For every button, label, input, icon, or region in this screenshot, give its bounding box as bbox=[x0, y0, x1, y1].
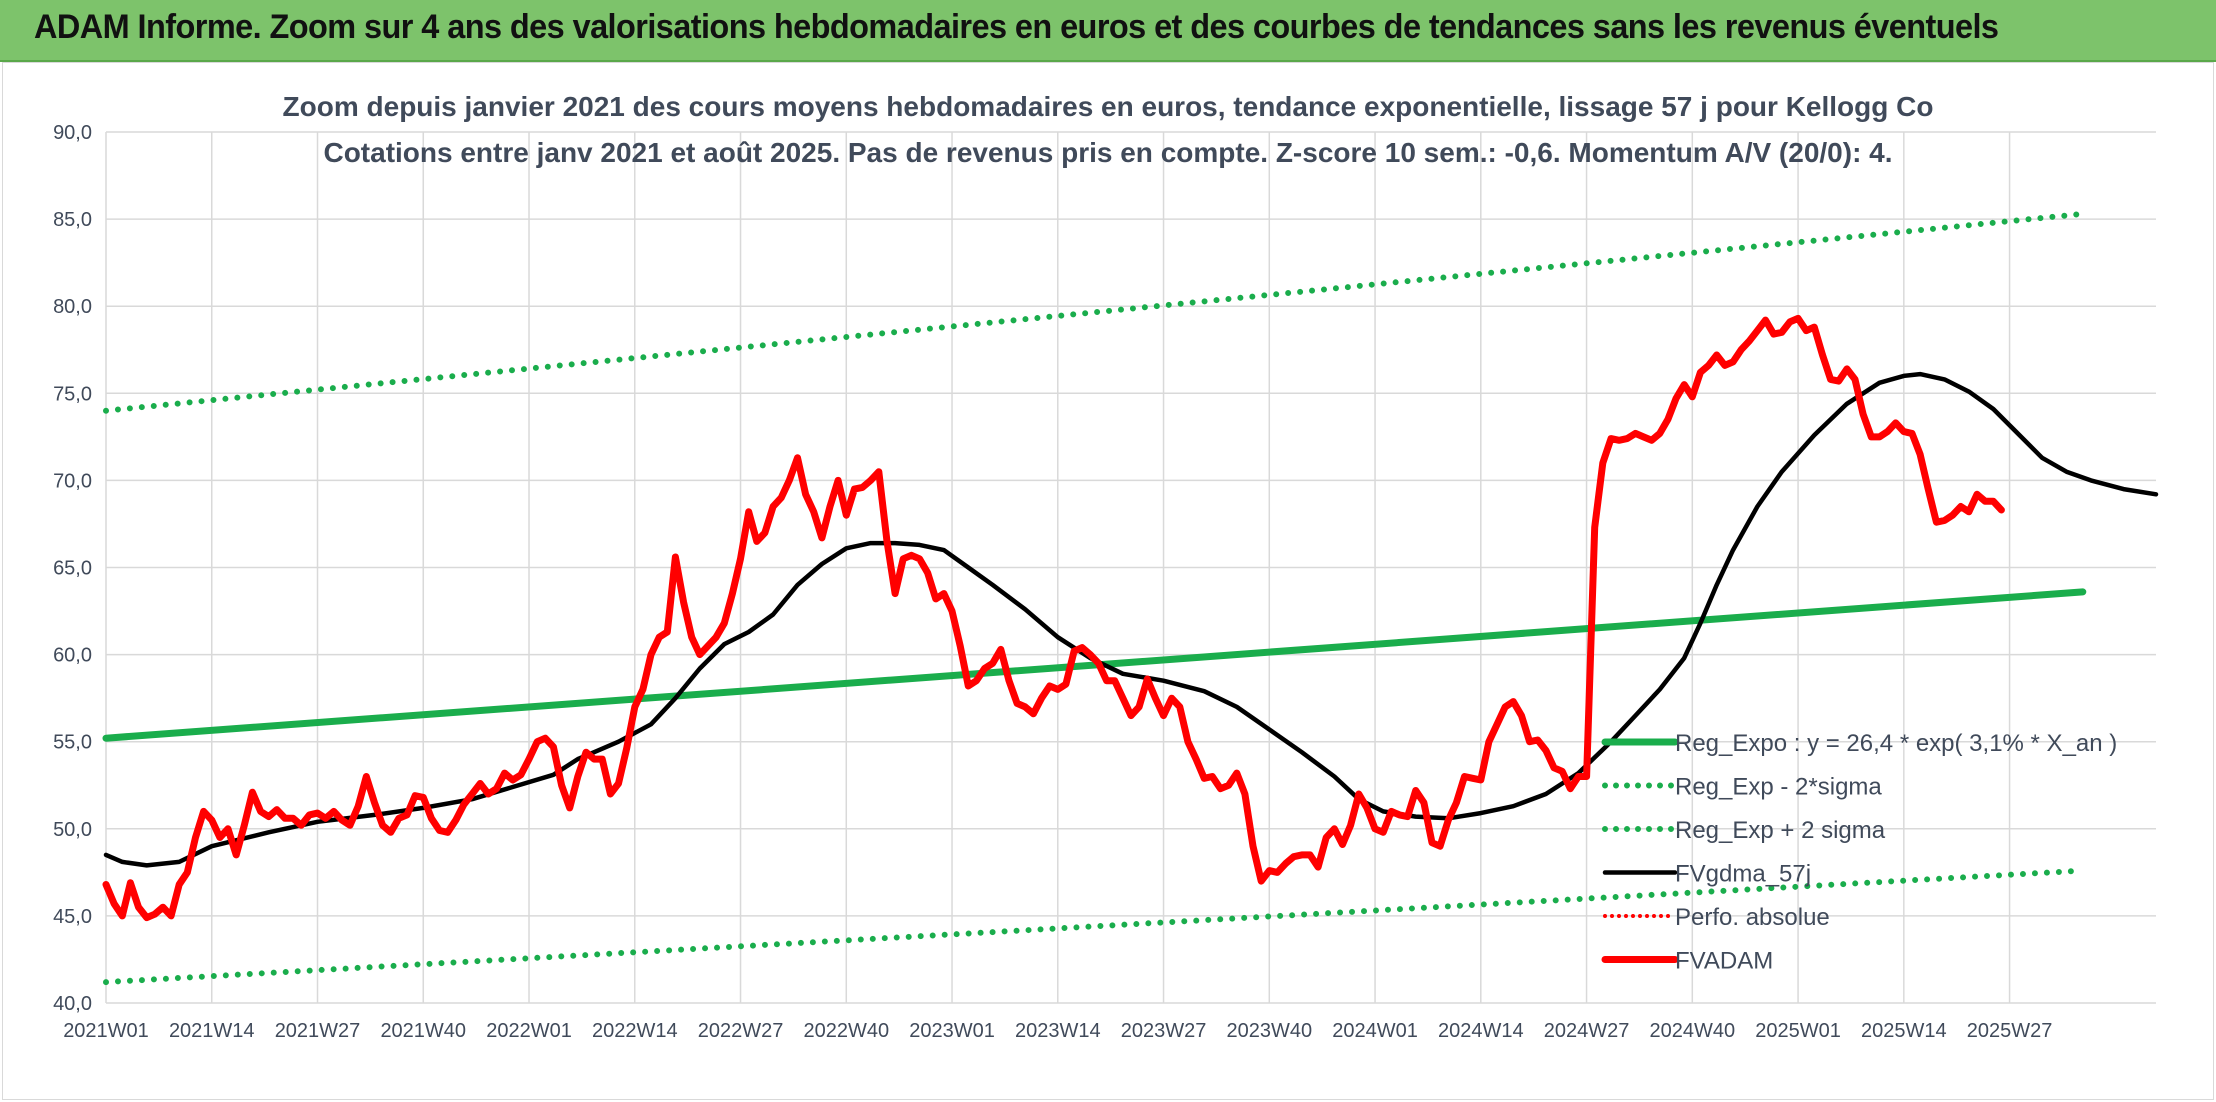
x-tick-label: 2021W14 bbox=[169, 1020, 255, 1042]
x-axis-ticks: 2021W01 2021W14 2021W27 2021W40 2022W01 2022W… bbox=[63, 1020, 2052, 1042]
x-tick-label: 2024W27 bbox=[1544, 1020, 1630, 1042]
x-tick-label: 2022W01 bbox=[486, 1020, 572, 1042]
x-tick-label: 2021W01 bbox=[63, 1020, 149, 1042]
legend-label: FVgdma_57j bbox=[1675, 861, 1811, 888]
y-tick-label: 90,0 bbox=[53, 122, 92, 144]
legend-label: Reg_Exp - 2*sigma bbox=[1675, 774, 1882, 801]
y-tick-label: 70,0 bbox=[53, 470, 92, 492]
x-tick-label: 2021W40 bbox=[380, 1020, 466, 1042]
title-banner: ADAM Informe. Zoom sur 4 ans des valoris… bbox=[0, 0, 2216, 62]
legend: Reg_Expo : y = 26,4 * exp( 3,1% * X_an )… bbox=[1601, 730, 2117, 975]
x-tick-label: 2024W14 bbox=[1438, 1020, 1524, 1042]
x-tick-label: 2022W40 bbox=[803, 1020, 889, 1042]
chart-subtitle: Cotations entre janv 2021 et août 2025. … bbox=[323, 137, 1892, 168]
x-tick-label: 2024W40 bbox=[1649, 1020, 1735, 1042]
x-tick-label: 2023W40 bbox=[1226, 1020, 1312, 1042]
gridlines bbox=[105, 131, 2156, 1004]
legend-label: Reg_Exp + 2 sigma bbox=[1675, 817, 1886, 844]
y-tick-label: 80,0 bbox=[53, 296, 92, 318]
x-tick-label: 2025W01 bbox=[1755, 1020, 1841, 1042]
y-tick-label: 75,0 bbox=[53, 383, 92, 405]
chart-frame bbox=[2, 62, 2214, 1100]
x-tick-label: 2023W27 bbox=[1121, 1020, 1207, 1042]
y-tick-label: 40,0 bbox=[53, 993, 92, 1015]
x-tick-label: 2025W27 bbox=[1967, 1020, 2053, 1042]
y-axis-ticks: 40,0 45,0 50,0 55,0 60,0 65,0 70,0 75,0 80,0 85,0… bbox=[53, 122, 92, 1015]
x-tick-label: 2023W01 bbox=[909, 1020, 995, 1042]
legend-label: Perfo. absolue bbox=[1675, 904, 1830, 931]
y-tick-label: 55,0 bbox=[53, 732, 92, 754]
y-tick-label: 60,0 bbox=[53, 645, 92, 667]
x-tick-label: 2025W14 bbox=[1861, 1020, 1947, 1042]
legend-label: Reg_Expo : y = 26,4 * exp( 3,1% * X_an ) bbox=[1675, 730, 2117, 757]
chart-title: Zoom depuis janvier 2021 des cours moyen… bbox=[283, 91, 1934, 122]
y-tick-label: 45,0 bbox=[53, 906, 92, 928]
x-tick-label: 2022W27 bbox=[698, 1020, 784, 1042]
banner-title: ADAM Informe. Zoom sur 4 ans des valoris… bbox=[34, 8, 1999, 46]
y-tick-label: 50,0 bbox=[53, 819, 92, 841]
x-tick-label: 2024W01 bbox=[1332, 1020, 1418, 1042]
y-tick-label: 85,0 bbox=[53, 209, 92, 231]
series-line-5 bbox=[102, 314, 2005, 922]
series-line-0 bbox=[102, 588, 2087, 742]
legend-label: FVADAM bbox=[1675, 948, 1773, 975]
x-tick-label: 2023W14 bbox=[1015, 1020, 1101, 1042]
y-tick-label: 65,0 bbox=[53, 558, 92, 580]
x-tick-label: 2022W14 bbox=[592, 1020, 678, 1042]
series-line-2 bbox=[103, 210, 2086, 414]
x-tick-label: 2021W27 bbox=[275, 1020, 361, 1042]
series-lines bbox=[102, 210, 2159, 986]
